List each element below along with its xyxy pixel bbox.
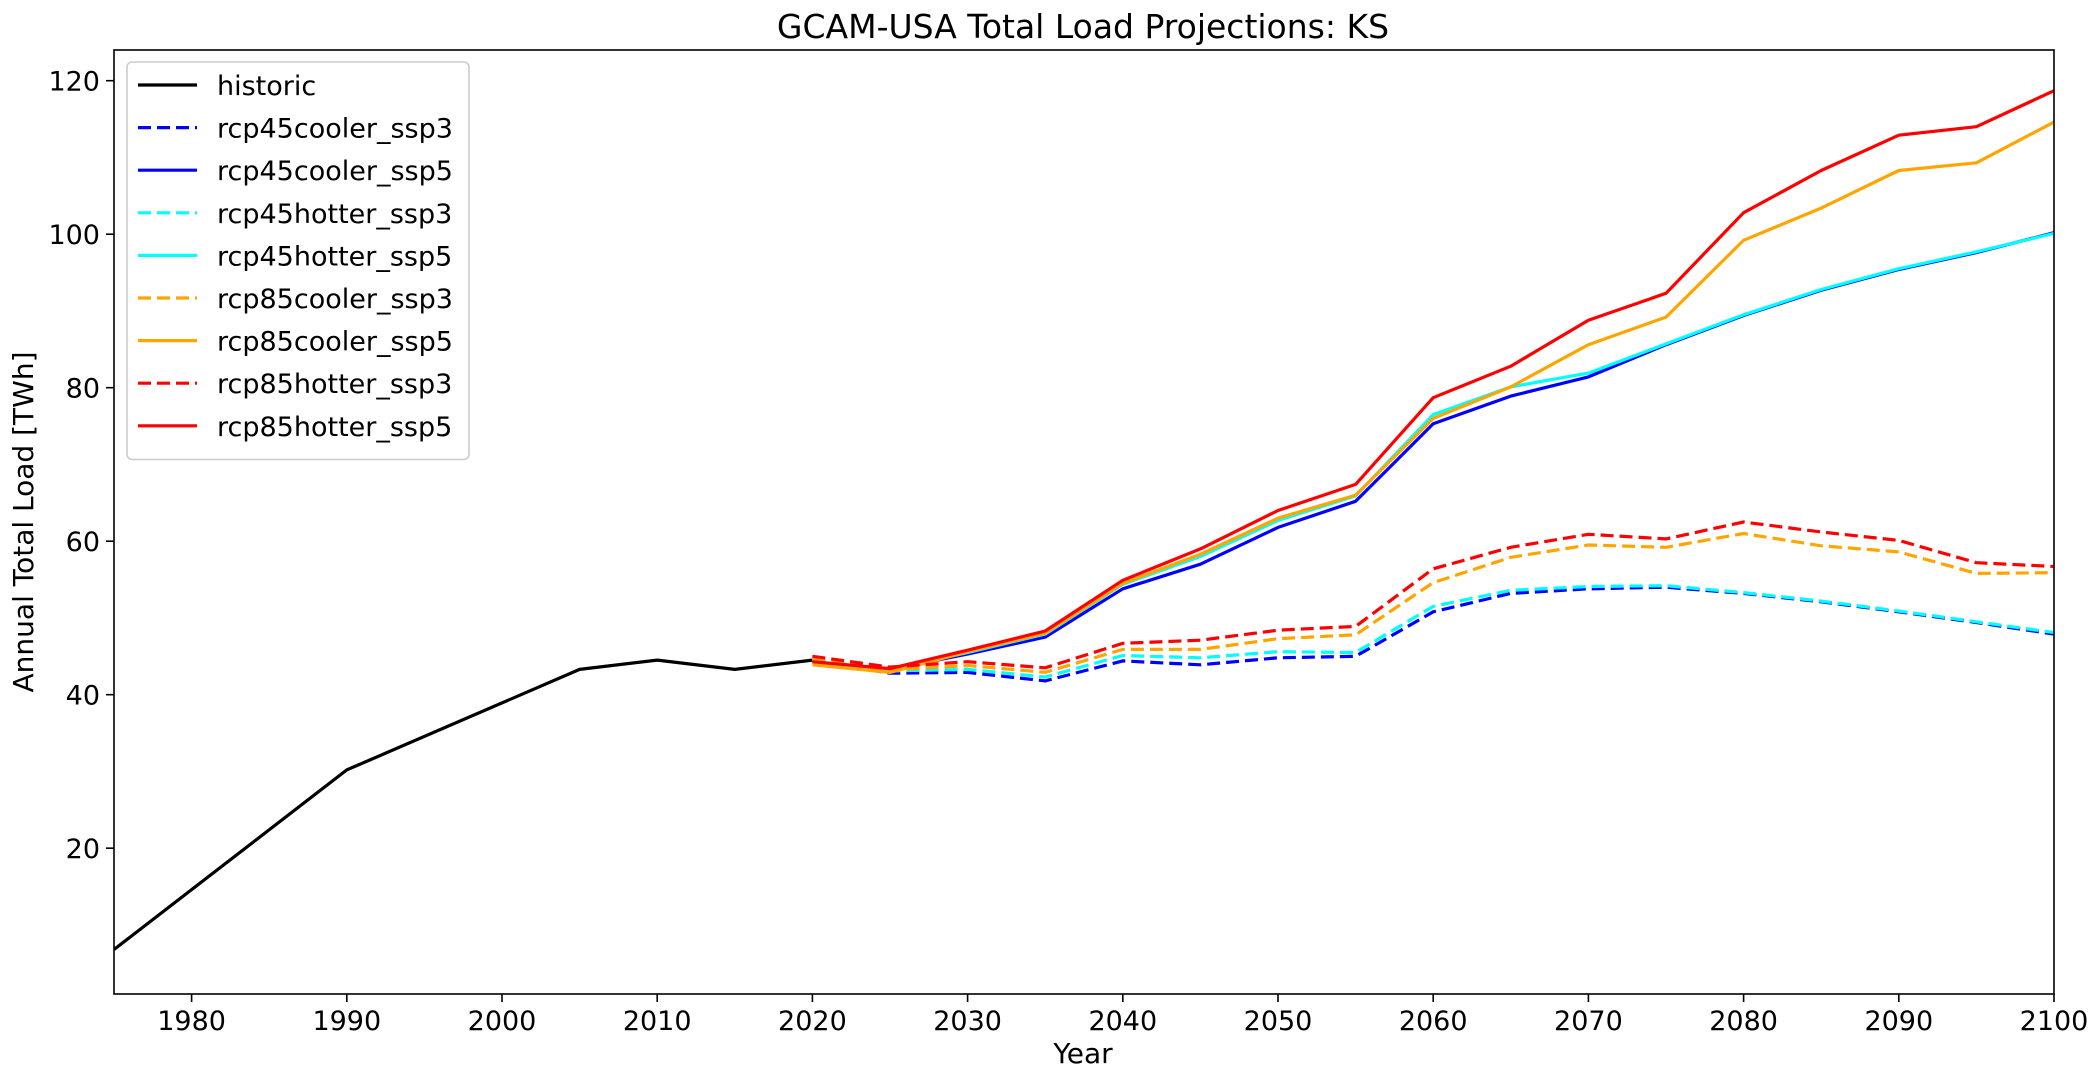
x-tick-label: 2000 [468,1006,537,1037]
x-tick-label: 1980 [157,1006,226,1037]
y-tick-label: 20 [66,834,100,865]
legend-label-rcp45hotter_ssp5: rcp45hotter_ssp5 [217,241,452,272]
series-line-rcp85cooler_ssp5 [812,120,2054,675]
x-axis-label: Year [1052,1037,1113,1070]
legend-label-rcp85cooler_ssp3: rcp85cooler_ssp3 [217,284,453,315]
series-line-rcp85hotter_ssp5 [812,89,2054,671]
y-tick-label: 80 [66,374,100,405]
chart-title: GCAM-USA Total Load Projections: KS [777,7,1389,46]
series-layer [114,89,2054,951]
x-tick-label: 2010 [623,1006,692,1037]
y-tick-label: 100 [48,220,100,251]
plot-frame [113,49,2055,995]
series-line-historic [114,658,813,951]
series-line-rcp45hotter_ssp3 [812,584,2054,679]
legend-label-rcp85hotter_ssp5: rcp85hotter_ssp5 [217,412,452,443]
x-tick-label: 2090 [1864,1006,1933,1037]
y-axis-label: Annual Total Load [TWh] [7,352,40,693]
legend-label-historic: historic [217,71,316,102]
legend-label-rcp45cooler_ssp3: rcp45cooler_ssp3 [217,114,453,145]
x-tick-label: 2040 [1088,1006,1157,1037]
legend: historic rcp45cooler_ssp3 rcp45cooler_ssp5… [126,61,470,461]
series-line-rcp85hotter_ssp3 [812,520,2054,670]
x-tick-label: 2050 [1244,1006,1313,1037]
legend-box [126,61,470,461]
x-tick-label: 2070 [1554,1006,1623,1037]
y-tick-label: 40 [66,681,100,712]
legend-label-rcp45hotter_ssp3: rcp45hotter_ssp3 [217,199,452,230]
x-tick-label: 2030 [933,1006,1002,1037]
y-tick-label: 120 [48,67,100,98]
x-tick-label: 2100 [2020,1006,2089,1037]
y-tick-label: 60 [66,527,100,558]
x-tick-label: 2060 [1399,1006,1468,1037]
legend-label-rcp85hotter_ssp3: rcp85hotter_ssp3 [217,369,452,400]
legend-label-rcp45cooler_ssp5: rcp45cooler_ssp5 [217,156,453,187]
legend-label-rcp85cooler_ssp5: rcp85cooler_ssp5 [217,327,453,358]
x-tick-label: 2080 [1709,1006,1778,1037]
ticks-layer: 1980 1990 2000 2010 2020 2030 2040 2050 2060 2070… [48,67,2088,1037]
x-tick-label: 2020 [778,1006,847,1037]
x-tick-label: 1990 [312,1006,381,1037]
